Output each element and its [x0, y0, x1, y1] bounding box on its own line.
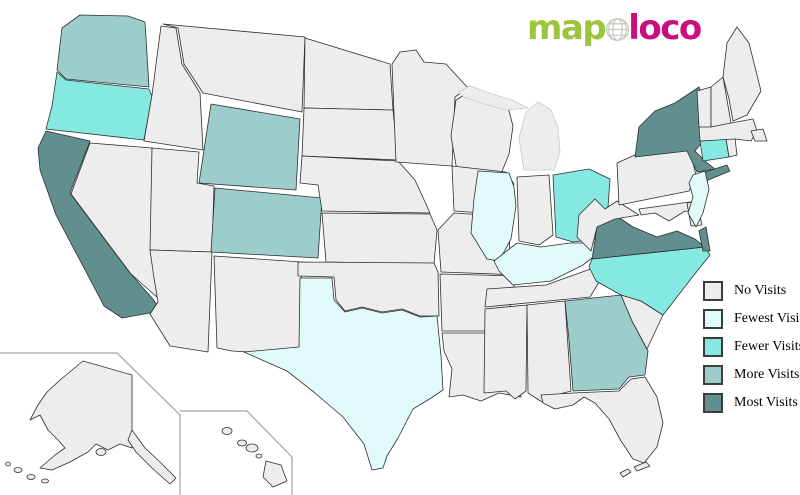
state-idaho [143, 25, 204, 151]
legend-item-no-visits: No Visits [703, 281, 800, 301]
legend-label: Fewer Visits [734, 339, 800, 354]
state-alaska-kodiak-island [95, 448, 107, 456]
legend-label: Fewest Visits [734, 311, 800, 326]
legend-item-most-visits: Most Visits [703, 393, 800, 413]
globe-icon [606, 17, 630, 41]
state-washington [56, 14, 150, 88]
state-vermont [696, 86, 712, 128]
state-hawaii-island [221, 427, 233, 435]
legend-label: Most Visits [734, 395, 798, 410]
legend-label: No Visits [734, 283, 787, 298]
state-florida-keys [619, 468, 632, 478]
state-hawaii-island [245, 443, 259, 453]
state-kansas [321, 212, 438, 265]
hawaii-inset-border [180, 410, 293, 495]
legend-swatch-fewest-visits [703, 309, 723, 329]
state-texas [243, 277, 444, 471]
state-alaska-aleutian-island [41, 478, 49, 484]
state-minnesota [391, 49, 469, 167]
state-michigan-upper [457, 85, 529, 111]
state-indiana [516, 174, 554, 246]
state-virginia-eastern-shore [698, 226, 711, 252]
visits-legend: No Visits Fewest Visits Fewer Visits Mor… [703, 281, 800, 421]
state-michigan-lower [518, 101, 561, 171]
state-alabama [526, 300, 572, 403]
state-new-mexico [213, 255, 303, 356]
state-mississippi [483, 304, 528, 400]
state-wyoming [198, 103, 301, 191]
state-montana [162, 23, 306, 113]
legend-item-fewer-visits: Fewer Visits [703, 337, 800, 357]
state-new-hampshire [710, 76, 732, 128]
legend-swatch-no-visits [703, 281, 723, 301]
state-west-virginia [576, 198, 640, 252]
legend-swatch-fewer-visits [703, 337, 723, 357]
alaska-inset-border [0, 352, 181, 495]
logo-text-loco: loco [628, 8, 702, 48]
state-oklahoma [297, 261, 440, 317]
state-massachusetts-cape-cod [750, 128, 768, 142]
state-arizona [149, 249, 213, 353]
state-colorado [210, 187, 323, 259]
maploco-logo[interactable]: map loco [527, 6, 702, 50]
state-alaska-aleutian-island [5, 461, 11, 467]
legend-item-more-visits: More Visits [703, 365, 800, 385]
state-maine [722, 26, 762, 122]
state-florida-keys [633, 461, 651, 472]
state-new-jersey [687, 170, 710, 228]
state-nebraska [299, 155, 431, 214]
legend-swatch-most-visits [703, 393, 723, 413]
state-pennsylvania [616, 146, 697, 206]
legend-item-fewest-visits: Fewest Visits [703, 309, 800, 329]
state-alaska [29, 360, 133, 471]
state-illinois [470, 170, 517, 262]
state-connecticut [699, 138, 730, 162]
state-virginia [591, 214, 706, 260]
state-hawaii-island [255, 453, 263, 459]
state-north-dakota [303, 37, 394, 111]
state-hawaii-big-island [262, 460, 288, 488]
state-alaska-aleutian-island [13, 467, 23, 473]
state-florida [540, 376, 664, 464]
state-hawaii-island [237, 439, 247, 447]
legend-swatch-more-visits [703, 365, 723, 385]
state-alaska-aleutian-island [26, 474, 36, 480]
legend-label: More Visits [734, 367, 800, 382]
logo-text-map: map [527, 8, 607, 48]
state-alaska-panhandle [127, 429, 177, 485]
state-south-dakota [301, 107, 399, 161]
